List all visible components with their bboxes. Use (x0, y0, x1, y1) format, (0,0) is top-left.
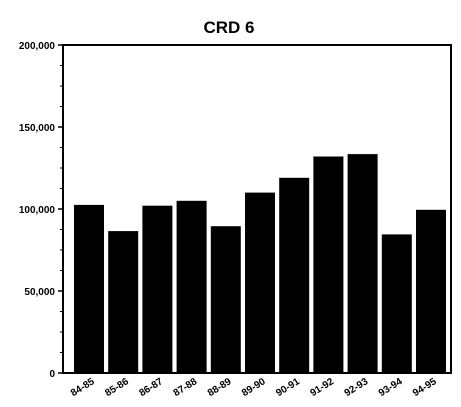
x-tick-label: 94-95 (411, 376, 439, 399)
x-tick-label: 84-85 (69, 376, 97, 399)
x-tick-label: 91-92 (308, 376, 336, 399)
bar-87-88 (176, 200, 207, 373)
y-tick-label: 50,000 (24, 287, 55, 298)
chart-title: CRD 6 (203, 18, 254, 37)
x-tick-label: 92-93 (343, 376, 371, 399)
x-tick-label: 89-90 (240, 376, 268, 399)
bar-88-89 (210, 226, 241, 373)
bar-85-86 (108, 231, 139, 373)
y-axis: 0 50,000 100,000 150,000 200,000 (19, 41, 63, 380)
y-tick-label: 0 (49, 369, 55, 380)
x-tick-label: 87-88 (172, 376, 200, 399)
bars (74, 154, 446, 373)
bar-90-91 (279, 177, 310, 373)
bar-89-90 (245, 192, 275, 373)
bar-84-85 (74, 204, 104, 373)
bar-86-87 (142, 205, 173, 373)
x-tick-label: 86-87 (137, 376, 165, 399)
x-tick-label: 88-89 (206, 376, 234, 399)
y-tick-label: 150,000 (19, 123, 56, 134)
bar-92-93 (347, 154, 378, 373)
plot-frame (62, 44, 452, 374)
x-tick-label: 90-91 (274, 376, 302, 399)
x-axis: 84-85 85-86 86-87 87-88 88-89 89-90 90-91 91-92… (69, 376, 439, 399)
bar-91-92 (313, 156, 344, 373)
x-tick-label: 93-94 (377, 376, 405, 399)
y-tick-label: 200,000 (19, 41, 56, 52)
x-tick-label: 85-86 (103, 376, 131, 399)
bar-94-95 (416, 209, 446, 373)
y-tick-label: 100,000 (19, 205, 56, 216)
bar-93-94 (381, 234, 412, 373)
